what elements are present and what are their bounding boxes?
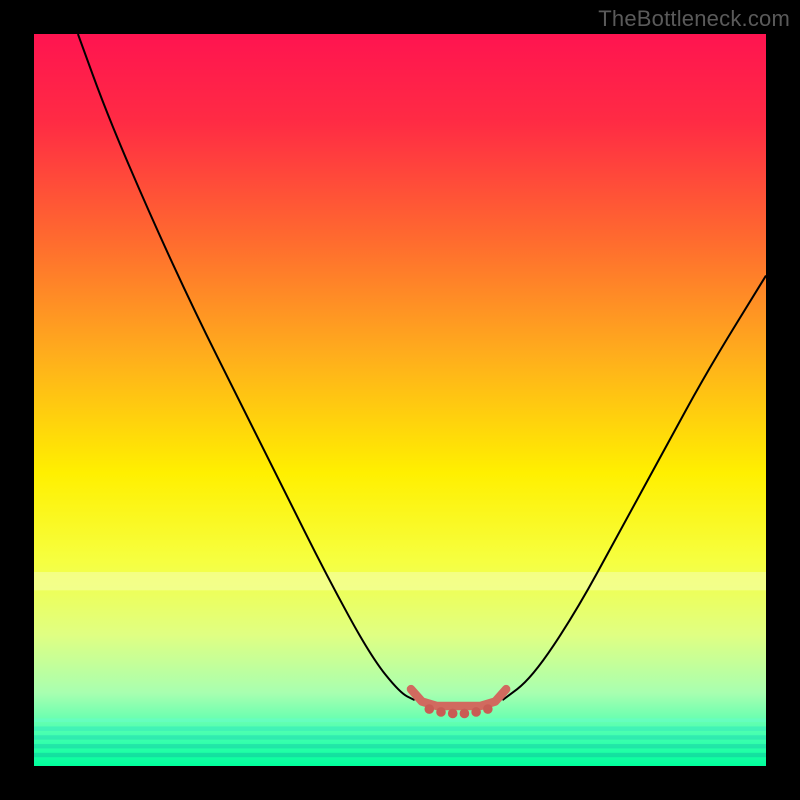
accent-band-2 bbox=[34, 726, 766, 730]
notch-dot-2 bbox=[448, 709, 458, 719]
notch-dot-0 bbox=[424, 704, 434, 714]
notch-dot-1 bbox=[436, 707, 446, 717]
notch-dot-5 bbox=[483, 704, 493, 714]
accent-band-1 bbox=[34, 718, 766, 722]
chart-stage: TheBottleneck.com bbox=[0, 0, 800, 800]
gradient-background bbox=[34, 34, 766, 766]
accent-band-4 bbox=[34, 744, 766, 748]
bottleneck-chart bbox=[0, 0, 800, 800]
notch-dot-3 bbox=[460, 709, 470, 719]
accent-band-5 bbox=[34, 753, 766, 757]
accent-band-0 bbox=[34, 572, 766, 590]
watermark-text: TheBottleneck.com bbox=[598, 6, 790, 32]
notch-dot-4 bbox=[471, 707, 481, 717]
accent-band-3 bbox=[34, 735, 766, 739]
